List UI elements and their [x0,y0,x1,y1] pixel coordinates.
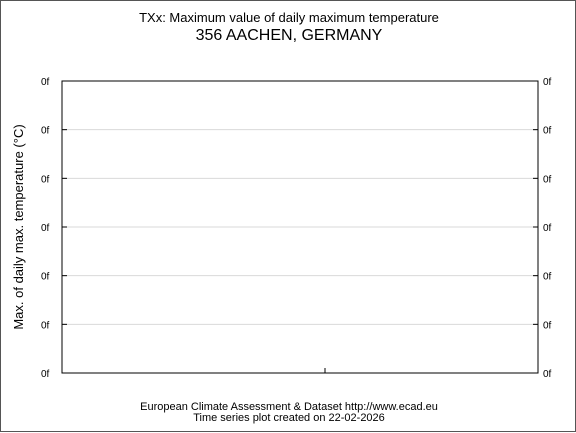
y-tick-label-left: 0f [41,223,50,234]
y-tick-label-left: 0f [41,77,50,88]
y-tick-label-right: 0f [543,369,552,380]
y-axis-label: Max. of daily max. temperature (°C) [11,124,26,329]
y-tick-label-right: 0f [543,174,552,185]
y-tick-label-left: 0f [41,174,50,185]
y-tick-label-left: 0f [41,272,50,283]
y-tick-label-right: 0f [543,126,552,137]
y-tick-label-right: 0f [543,320,552,331]
y-tick-label-left: 0f [41,320,50,331]
y-tick-label-left: 0f [41,369,50,380]
chart-subtitle: 356 AACHEN, GERMANY [195,27,383,44]
y-ticks-left: 0f 0f 0f 0f 0f 0f 0f [41,77,67,380]
y-tick-label-left: 0f [41,126,50,137]
footer-source: European Climate Assessment & Dataset ht… [140,401,438,413]
y-tick-label-right: 0f [543,272,552,283]
grid-lines [62,129,538,325]
y-ticks-right: 0f 0f 0f 0f 0f 0f 0f [533,77,552,380]
footer-created: Time series plot created on 22-02-2026 [193,412,385,424]
y-tick-label-right: 0f [543,223,552,234]
y-tick-label-right: 0f [543,77,552,88]
chart-title: TXx: Maximum value of daily maximum temp… [139,10,439,25]
